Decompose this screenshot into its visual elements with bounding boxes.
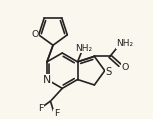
Text: S: S — [106, 67, 112, 77]
Text: F: F — [54, 109, 59, 118]
Text: NH₂: NH₂ — [75, 44, 92, 53]
Text: NH₂: NH₂ — [116, 39, 133, 48]
Text: O: O — [31, 30, 38, 39]
Text: O: O — [121, 63, 129, 72]
Text: N: N — [43, 74, 51, 84]
Text: F: F — [38, 104, 43, 113]
